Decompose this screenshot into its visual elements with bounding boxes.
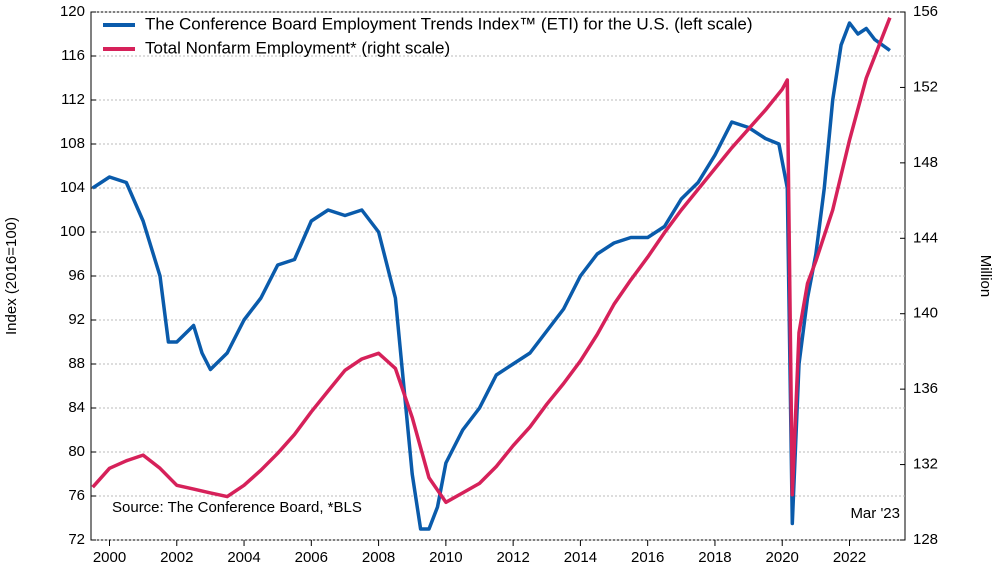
y2-tick-label: 144	[913, 229, 938, 246]
y-tick-label: 112	[61, 91, 85, 108]
y-tick-label: 80	[68, 443, 85, 460]
x-tick-label: 2010	[429, 549, 462, 566]
y-tick-label: 92	[68, 311, 85, 328]
x-tick-label: 2022	[833, 549, 866, 566]
y2-tick-label: 136	[913, 380, 938, 397]
y-tick-label: 84	[68, 399, 85, 416]
x-tick-label: 2016	[631, 549, 664, 566]
legend-label: The Conference Board Employment Trends I…	[145, 14, 753, 33]
y-tick-label: 120	[60, 3, 85, 20]
x-tick-label: 2000	[93, 549, 126, 566]
legend-label: Total Nonfarm Employment* (right scale)	[145, 38, 450, 57]
y2-tick-label: 132	[913, 456, 938, 473]
x-tick-label: 2004	[227, 549, 260, 566]
series-line	[91, 17, 892, 505]
y-tick-label: 104	[60, 179, 85, 196]
y-tick-label: 116	[61, 47, 85, 64]
x-tick-label: 2012	[496, 549, 529, 566]
x-tick-label: 2020	[766, 549, 799, 566]
y2-tick-label: 152	[913, 78, 938, 95]
y-tick-label: 76	[68, 487, 85, 504]
y-axis-label: Index (2016=100)	[3, 217, 20, 335]
x-tick-label: 2008	[362, 549, 395, 566]
date-note: Mar '23	[850, 505, 900, 522]
x-tick-label: 2018	[698, 549, 731, 566]
y2-tick-label: 128	[913, 531, 938, 548]
series-line	[91, 21, 891, 531]
y-tick-label: 96	[68, 267, 85, 284]
source-note: Source: The Conference Board, *BLS	[112, 499, 362, 516]
y2-tick-label: 148	[913, 154, 938, 171]
y-tick-label: 88	[68, 355, 85, 372]
y2-tick-label: 140	[913, 305, 938, 322]
x-tick-label: 2014	[564, 549, 597, 566]
y2-axis-label: Million	[977, 255, 994, 298]
y2-tick-label: 156	[913, 3, 938, 20]
y-tick-label: 108	[60, 135, 85, 152]
y-tick-label: 72	[68, 531, 85, 548]
x-tick-label: 2006	[295, 549, 328, 566]
x-tick-label: 2002	[160, 549, 193, 566]
y-tick-label: 100	[60, 223, 85, 240]
